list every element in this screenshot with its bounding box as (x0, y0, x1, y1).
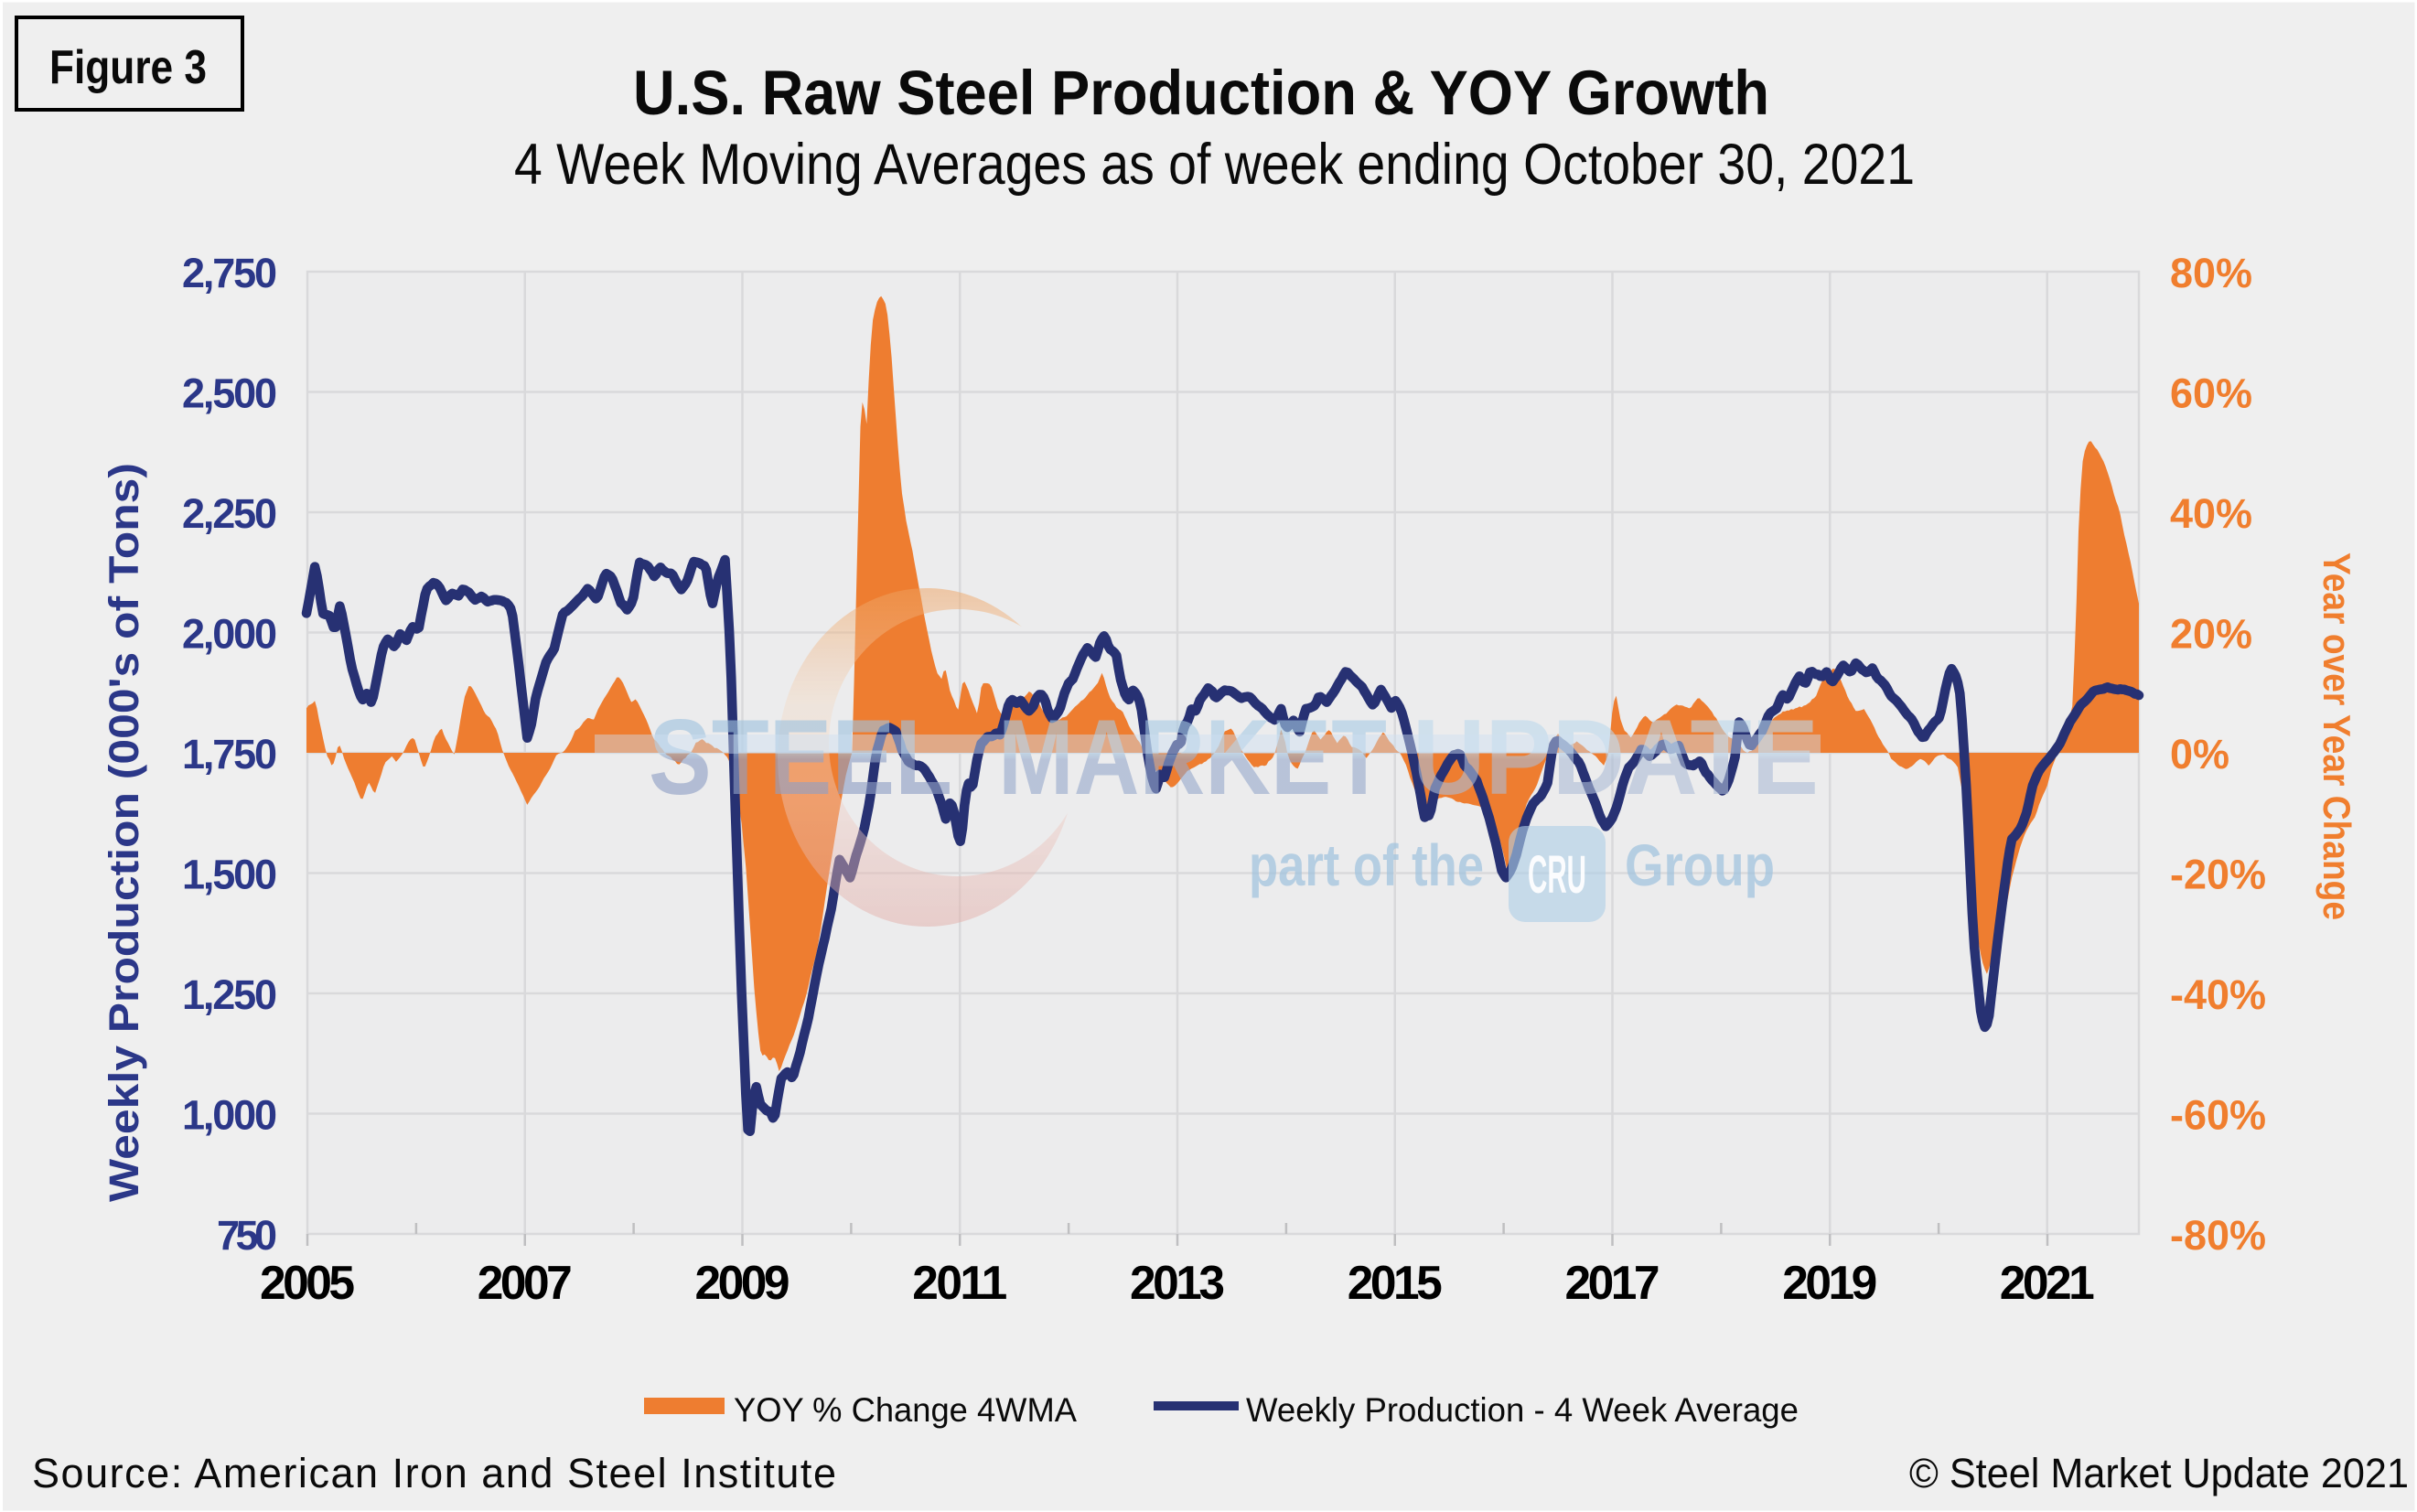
svg-text:750: 750 (217, 1212, 277, 1259)
svg-text:40%: 40% (2170, 490, 2252, 537)
svg-text:Group: Group (1625, 832, 1775, 898)
svg-text:U.S. Raw Steel Production & YO: U.S. Raw Steel Production & YOY Growth (633, 58, 1769, 128)
svg-text:Weekly Production - 4 Week Ave: Weekly Production - 4 Week Average (1246, 1391, 1799, 1429)
svg-text:2017: 2017 (1565, 1256, 1660, 1309)
svg-text:Figure 3: Figure 3 (49, 41, 207, 94)
svg-text:part of the: part of the (1249, 832, 1484, 898)
svg-text:2021: 2021 (2000, 1256, 2095, 1309)
svg-text:2,500: 2,500 (182, 370, 277, 417)
svg-text:MARKET: MARKET (998, 697, 1387, 817)
svg-text:2,750: 2,750 (182, 250, 277, 296)
svg-text:1,000: 1,000 (182, 1092, 277, 1139)
svg-text:-80%: -80% (2170, 1212, 2266, 1259)
svg-text:2013: 2013 (1130, 1256, 1225, 1309)
svg-text:© Steel Market Update 2021: © Steel Market Update 2021 (1909, 1450, 2409, 1496)
svg-text:2009: 2009 (695, 1256, 790, 1309)
svg-text:0%: 0% (2170, 731, 2229, 777)
svg-text:60%: 60% (2170, 370, 2252, 417)
svg-text:80%: 80% (2170, 250, 2252, 296)
svg-text:Weekly Production (000's of To: Weekly Production (000's of Tons) (101, 463, 147, 1202)
svg-text:-40%: -40% (2170, 971, 2266, 1018)
svg-text:2,000: 2,000 (182, 611, 277, 658)
svg-text:CRU: CRU (1528, 845, 1586, 905)
svg-text:2019: 2019 (1782, 1256, 1877, 1309)
svg-text:1,750: 1,750 (182, 731, 277, 777)
svg-text:2,250: 2,250 (182, 490, 277, 537)
svg-text:Year over Year Change: Year over Year Change (2315, 552, 2358, 920)
svg-text:4 Week Moving Averages as of w: 4 Week Moving Averages as of week ending… (514, 133, 1915, 197)
svg-text:2015: 2015 (1348, 1256, 1443, 1309)
svg-text:2011: 2011 (912, 1256, 1007, 1309)
svg-text:STEEL: STEEL (649, 697, 952, 817)
svg-text:YOY % Change 4WMA: YOY % Change 4WMA (734, 1391, 1077, 1429)
svg-text:2007: 2007 (478, 1256, 573, 1309)
svg-text:-20%: -20% (2170, 852, 2266, 898)
svg-text:2005: 2005 (260, 1256, 355, 1309)
svg-text:UPDATE: UPDATE (1413, 697, 1819, 817)
svg-text:-60%: -60% (2170, 1092, 2266, 1139)
svg-text:20%: 20% (2170, 611, 2252, 658)
svg-text:1,250: 1,250 (182, 971, 277, 1018)
svg-text:Source: American Iron and Stee: Source: American Iron and Steel Institut… (32, 1450, 836, 1496)
svg-text:1,500: 1,500 (182, 852, 277, 898)
